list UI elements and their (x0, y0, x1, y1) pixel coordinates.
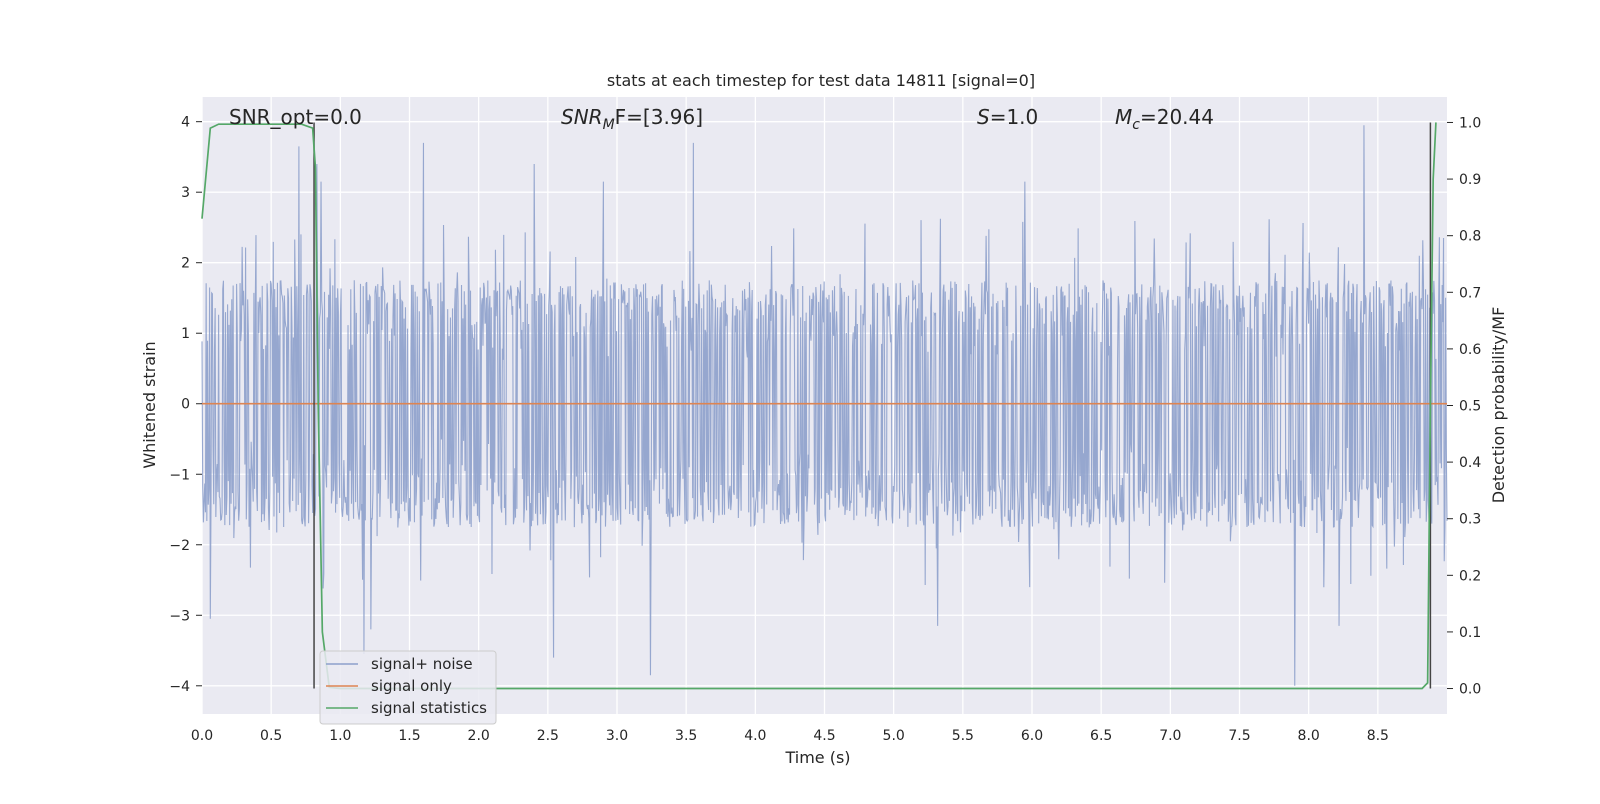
mc-base: M (1115, 105, 1132, 129)
annotation-s: S=1.0 (977, 105, 1038, 129)
snr-mf-base: SNR (561, 105, 603, 129)
y-tick-label-right: 0.5 (1459, 399, 1481, 415)
chart-title: stats at each timestep for test data 148… (607, 71, 1035, 90)
y-tick-label-left: 0 (181, 397, 190, 413)
x-tick-label: 2.0 (468, 728, 490, 744)
x-tick-label: 7.5 (1228, 728, 1250, 744)
s-label: S (977, 105, 990, 129)
y-axis-label-right: Detection probability/MF (1489, 307, 1508, 504)
x-tick-label: 3.5 (675, 728, 697, 744)
y-tick-label-right: 0.2 (1459, 568, 1481, 584)
x-tick-label: 8.5 (1367, 728, 1389, 744)
y-tick-label-left: 3 (181, 185, 190, 201)
s-value: =1.0 (990, 105, 1039, 129)
y-tick-label-right: 0.6 (1459, 342, 1481, 358)
y-tick-label-left: −2 (169, 538, 190, 554)
y-axis-ticks-left: 4 3 2 1 0 −1 −2 −3 −4 (169, 115, 202, 695)
x-tick-label: 6.0 (1021, 728, 1043, 744)
x-tick-label: 5.5 (952, 728, 974, 744)
signal-noise-series (201, 125, 1448, 686)
y-axis-ticks-right: 1.0 0.9 0.8 0.7 0.6 0.5 0.4 0.3 0.2 0.1 0.0 (1447, 115, 1481, 698)
annotation-snr-mf: SNRMF=[3.96] (561, 105, 703, 133)
mc-sub: c (1132, 117, 1140, 133)
mc-value: =20.44 (1140, 105, 1214, 129)
x-tick-label: 0.0 (191, 728, 213, 744)
x-tick-label: 4.5 (813, 728, 835, 744)
y-tick-label-right: 0.8 (1459, 229, 1481, 245)
x-tick-label: 1.5 (398, 728, 420, 744)
x-tick-label: 0.5 (260, 728, 282, 744)
y-tick-label-left: 2 (181, 256, 190, 272)
y-tick-label-left: −4 (169, 679, 190, 695)
y-tick-label-right: 0.1 (1459, 625, 1481, 641)
x-tick-label: 1.0 (329, 728, 351, 744)
annotation-mc: Mc=20.44 (1115, 105, 1214, 133)
x-tick-label: 3.0 (606, 728, 628, 744)
legend-label-signal-noise: signal+ noise (371, 655, 473, 673)
x-tick-label: 2.5 (537, 728, 559, 744)
x-axis-ticks: 0.0 0.5 1.0 1.5 2.0 2.5 3.0 3.5 4.0 4.5 5.0 5.5 6.0 6… (191, 728, 1389, 744)
x-tick-label: 4.0 (744, 728, 766, 744)
y-tick-label-right: 1.0 (1459, 115, 1481, 131)
y-tick-label-left: 4 (181, 115, 190, 131)
x-tick-label: 7.0 (1159, 728, 1181, 744)
y-axis-label-left: Whitened strain (140, 341, 159, 468)
signal-noise-line (201, 125, 1448, 686)
legend: signal+ noise signal only signal statist… (319, 650, 497, 725)
snr-mf-sub: M (603, 117, 615, 133)
x-axis-label: Time (s) (784, 748, 850, 767)
legend-label-signal-statistics: signal statistics (371, 699, 487, 717)
y-tick-label-right: 0.4 (1459, 455, 1481, 471)
x-tick-label: 6.5 (1090, 728, 1112, 744)
snr-mf-rest: F=[3.96] (615, 105, 703, 129)
y-tick-label-right: 0.3 (1459, 512, 1481, 528)
y-tick-label-right: 0.7 (1459, 285, 1481, 301)
legend-box (319, 650, 497, 725)
x-tick-label: 5.0 (883, 728, 905, 744)
y-tick-label-right: 0.9 (1459, 172, 1481, 188)
y-tick-label-left: −3 (169, 608, 190, 624)
y-tick-label-left: 1 (181, 326, 190, 342)
y-tick-label-right: 0.0 (1459, 682, 1481, 698)
annotation-snr-opt: SNR_opt=0.0 (229, 105, 362, 129)
legend-label-signal-only: signal only (371, 677, 452, 695)
y-tick-label-left: −1 (169, 467, 190, 483)
x-tick-label: 8.0 (1298, 728, 1320, 744)
